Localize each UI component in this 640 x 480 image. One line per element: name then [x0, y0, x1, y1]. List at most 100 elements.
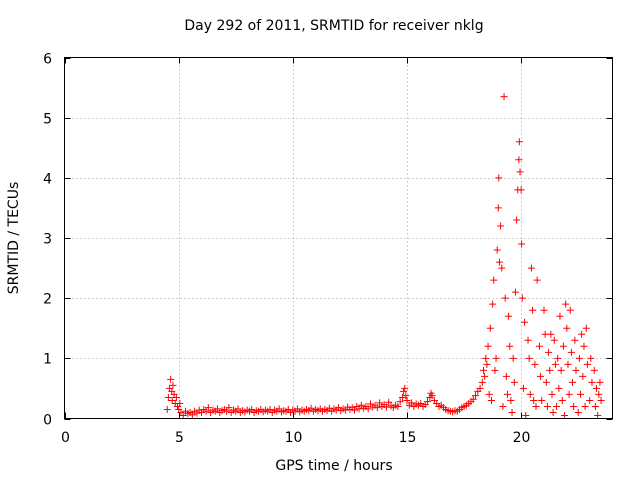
data-point [490, 276, 498, 284]
data-point [554, 354, 562, 362]
y-axis-label: SRMTID / TECUs [6, 182, 22, 295]
data-point [559, 342, 567, 350]
data-point [481, 372, 489, 380]
data-point [373, 404, 381, 412]
data-point [596, 378, 604, 386]
data-point [167, 375, 175, 383]
data-point [521, 318, 529, 326]
data-point [402, 392, 410, 400]
data-point [574, 408, 582, 416]
data-point [505, 312, 513, 320]
data-point [499, 402, 507, 410]
data-point [376, 399, 384, 407]
data-point [484, 342, 492, 350]
x-axis-label: GPS time / hours [275, 458, 392, 474]
data-point [486, 324, 494, 332]
data-point [595, 390, 603, 398]
data-point [513, 216, 521, 224]
data-point [590, 366, 598, 374]
data-point [517, 186, 525, 194]
y-tick-label: 0 [43, 413, 52, 429]
data-point [583, 360, 591, 368]
data-point [551, 360, 559, 368]
data-point [400, 387, 408, 395]
data-point [489, 300, 497, 308]
data-point [204, 404, 212, 412]
data-point [502, 372, 510, 380]
data-point [472, 392, 479, 400]
data-point [545, 348, 553, 356]
data-point [202, 407, 210, 415]
data-point [355, 405, 363, 413]
data-point [350, 406, 358, 414]
data-point [495, 258, 503, 266]
data-point [526, 390, 534, 398]
data-point [511, 288, 519, 296]
data-point [385, 398, 393, 406]
data-point [403, 396, 411, 404]
data-point [519, 384, 527, 392]
plot-frame [64, 57, 613, 419]
data-point [487, 396, 495, 404]
data-point [518, 294, 526, 302]
data-point [168, 396, 176, 404]
data-point [478, 378, 486, 386]
data-point [527, 264, 535, 272]
data-points [163, 93, 605, 419]
chart-title: Day 292 of 2011, SRMTID for receiver nkl… [184, 18, 483, 34]
data-point [509, 354, 517, 362]
data-point [579, 372, 587, 380]
data-point [563, 324, 571, 332]
grid [64, 57, 613, 419]
x-tick-label: 10 [285, 430, 303, 446]
x-tick-label: 20 [513, 430, 531, 446]
data-point [578, 330, 586, 338]
x-tick-label: 15 [399, 430, 417, 446]
data-point [501, 294, 509, 302]
data-point [531, 360, 539, 368]
data-point [543, 402, 551, 410]
data-point [565, 390, 573, 398]
data-point [522, 411, 530, 419]
data-point [524, 336, 532, 344]
data-point [169, 381, 177, 389]
data-point [188, 411, 196, 419]
y-tick-label: 5 [43, 112, 52, 128]
data-point [515, 138, 523, 146]
data-point [593, 384, 601, 392]
data-point [491, 366, 499, 374]
data-point [535, 342, 543, 350]
data-point [500, 93, 508, 101]
data-point [591, 402, 599, 410]
data-point [364, 405, 372, 413]
data-point [558, 396, 566, 404]
data-point [485, 390, 493, 398]
data-point [163, 405, 171, 413]
data-point [494, 204, 502, 212]
data-point [483, 360, 491, 368]
data-point [382, 403, 390, 411]
y-tick-label: 1 [43, 352, 52, 368]
data-point [594, 411, 602, 419]
data-point [566, 306, 574, 314]
data-point [597, 396, 605, 404]
data-point [577, 390, 585, 398]
data-point [542, 378, 550, 386]
data-point [581, 402, 589, 410]
data-point [561, 411, 569, 419]
data-point [515, 156, 523, 164]
data-point [580, 342, 588, 350]
data-point [507, 396, 515, 404]
data-point [562, 300, 570, 308]
x-tick-label: 5 [175, 430, 184, 446]
data-point [398, 393, 406, 401]
data-point [540, 306, 548, 314]
y-tick-label: 3 [43, 232, 52, 248]
data-point [179, 411, 187, 419]
y-tick-label: 4 [43, 172, 52, 188]
data-point [538, 396, 546, 404]
data-point [508, 408, 516, 416]
data-point [476, 384, 484, 392]
data-point [518, 240, 526, 248]
